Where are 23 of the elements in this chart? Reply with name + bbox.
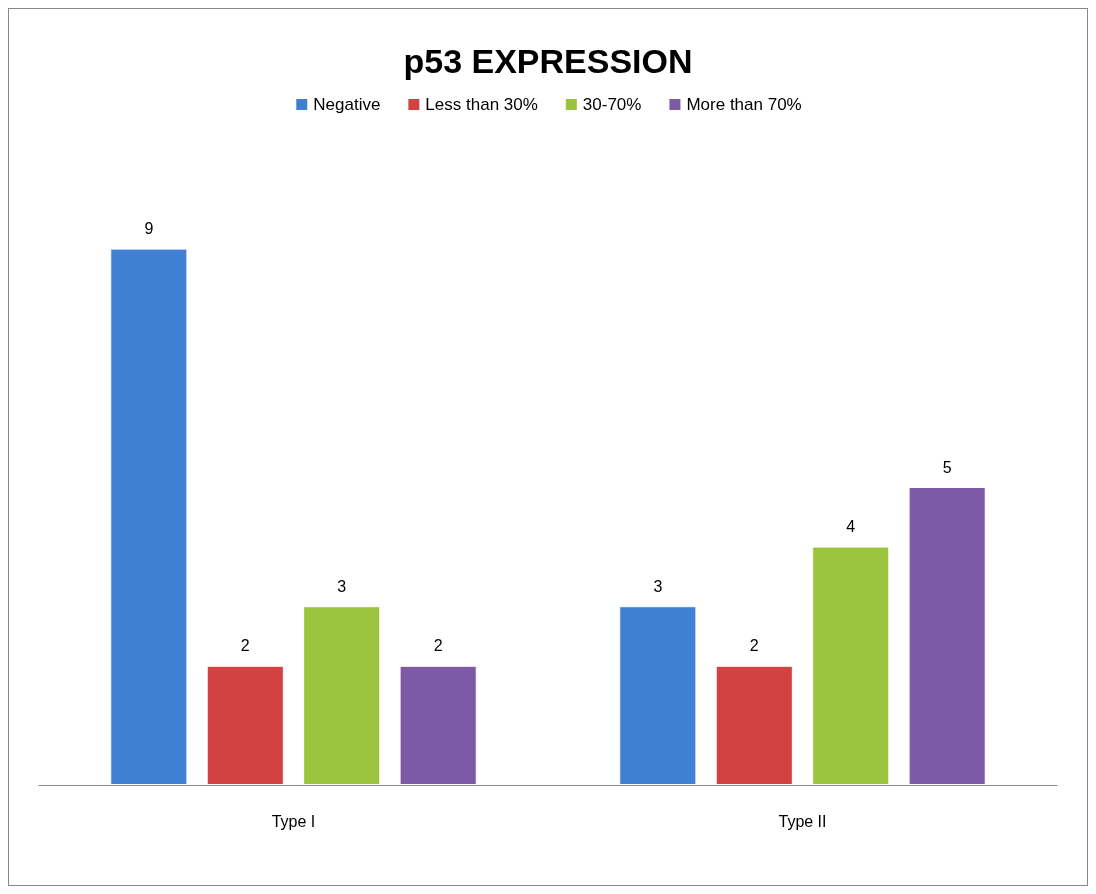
legend-label: Less than 30% bbox=[425, 95, 538, 114]
legend-label: 30-70% bbox=[582, 95, 642, 114]
x-tick-label: Type I bbox=[271, 812, 316, 830]
data-label: 2 bbox=[240, 637, 250, 655]
bar bbox=[206, 665, 284, 785]
legend-label: Negative bbox=[313, 95, 381, 114]
data-label: 9 bbox=[144, 220, 154, 238]
legend-label: More than 70% bbox=[686, 95, 802, 114]
data-label: 3 bbox=[653, 577, 663, 595]
data-label: 5 bbox=[942, 458, 952, 476]
data-label: 2 bbox=[433, 637, 443, 655]
x-tick-label: Type II bbox=[778, 812, 827, 830]
bar bbox=[303, 606, 381, 785]
bar bbox=[908, 487, 986, 785]
bar bbox=[399, 665, 477, 785]
bar bbox=[715, 665, 793, 785]
bar bbox=[812, 546, 890, 785]
chart-title: p53 EXPRESSION bbox=[403, 42, 693, 80]
bar bbox=[110, 248, 188, 785]
data-label: 3 bbox=[337, 577, 347, 595]
bar bbox=[619, 606, 697, 785]
data-label: 4 bbox=[846, 518, 856, 536]
data-label: 2 bbox=[749, 637, 759, 655]
